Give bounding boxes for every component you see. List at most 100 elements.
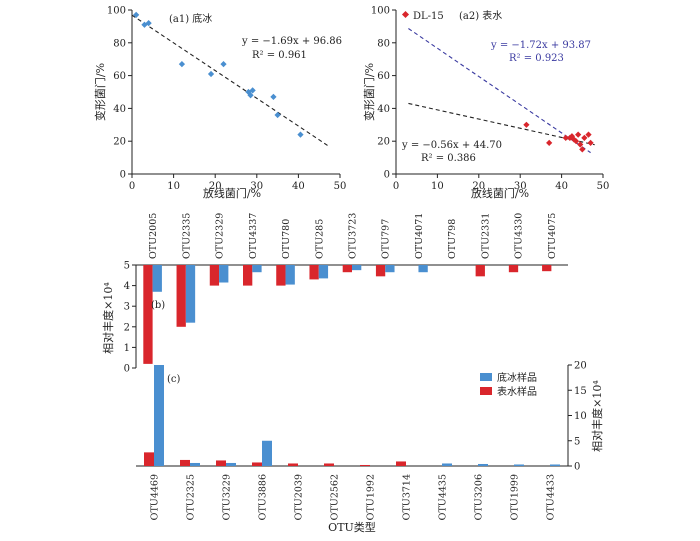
a2-point <box>587 139 594 146</box>
a1-y-tick-label: 40 <box>113 104 126 115</box>
a1-point <box>274 111 281 119</box>
b-bar-water <box>276 265 286 286</box>
c-category-labels: OTU4469 OTU2325 OTU3229 OTU3886 OTU2039 OTU25… <box>150 474 557 520</box>
a2-y-tick-label: 100 <box>371 6 390 17</box>
a1-point <box>297 131 304 138</box>
c-bar-water <box>396 461 406 466</box>
b-category-label: OTU285 <box>314 219 325 259</box>
c-category-label: OTU2039 <box>294 474 305 520</box>
b-bars <box>143 265 552 364</box>
a2-point <box>546 139 553 146</box>
panel-a1: 0 10 20 30 40 50 0 20 40 60 80 100 (a1) 底冰 y = −1.6… <box>93 6 346 201</box>
a2-x-tick-label: 10 <box>431 181 444 192</box>
b-category-label: OTU2335 <box>181 213 192 259</box>
a2-y-tick-label: 60 <box>377 71 390 82</box>
a2-fit1-equation: y = −1.72x + 93.87 <box>490 40 591 51</box>
a2-panel-label: (a2) 表水 <box>459 9 502 22</box>
b-bar-ice <box>185 265 196 323</box>
b-category-label: OTU2329 <box>215 213 226 259</box>
a2-x-tick-label: 0 <box>393 181 399 192</box>
a1-x-tick-label: 30 <box>250 181 263 192</box>
panel-b: 0 1 2 3 4 5 OTU2005 OTU2335 OTU2329 OTU4337 OTU78… <box>101 213 568 375</box>
b-ylabel: 相对丰度×10⁴ <box>101 282 115 354</box>
c-bar-water <box>216 460 226 466</box>
a2-legend-label: DL-15 <box>413 11 444 22</box>
b-bar-water <box>475 265 485 277</box>
c-bars <box>144 365 560 466</box>
a1-points <box>131 11 328 146</box>
a1-fit-line <box>131 14 328 146</box>
a2-y-tick-label: 0 <box>384 170 390 181</box>
a2-x-tick-label: 40 <box>555 181 568 192</box>
c-xlabel: OTU类型 <box>328 520 376 534</box>
a2-y-tick-label: 80 <box>377 38 390 49</box>
a1-x-tick-label: 40 <box>292 181 305 192</box>
a2-legend-marker <box>401 10 410 19</box>
c-category-label: OTU3714 <box>402 474 413 520</box>
c-panel-label: (c) <box>167 374 181 385</box>
c-axes: 0 5 10 15 20 <box>136 361 587 473</box>
c-bar-ice <box>550 464 560 466</box>
a1-point <box>178 61 186 68</box>
a1-x-tick-label: 20 <box>209 181 222 192</box>
c-category-label: OTU1999 <box>510 474 521 520</box>
c-category-label: OTU3206 <box>474 474 485 520</box>
a2-x-tick-label: 50 <box>597 181 610 192</box>
a1-point <box>249 87 256 94</box>
c-bar-ice <box>226 462 236 466</box>
c-bar-ice <box>514 464 524 466</box>
a1-point <box>247 92 254 99</box>
a2-fit-line <box>408 102 595 146</box>
b-bar-water <box>209 265 220 286</box>
b-y-tick-label: 5 <box>124 261 130 272</box>
b-category-label: OTU4075 <box>547 213 558 259</box>
b-category-label: OTU4330 <box>514 213 525 259</box>
b-bar-ice <box>285 265 295 285</box>
c-bar-water <box>144 452 154 466</box>
a2-point <box>575 131 582 138</box>
a2-fit2-r2: R² = 0.386 <box>421 153 476 164</box>
c-category-label: OTU4435 <box>438 474 449 520</box>
a2-point <box>523 121 530 128</box>
c-bar-water <box>288 463 298 466</box>
a1-fit-r2: R² = 0.961 <box>252 50 307 61</box>
c-legend-swatch-water <box>480 387 492 395</box>
c-category-label: OTU4433 <box>546 474 557 520</box>
b-category-label: OTU798 <box>447 219 458 259</box>
a2-xlabel: 放线菌门/% <box>471 186 529 200</box>
a1-y-tick-label: 60 <box>113 71 126 82</box>
c-bar-water <box>252 462 262 466</box>
b-bar-ice <box>152 265 162 292</box>
a1-y-tick-label: 0 <box>120 170 126 181</box>
c-legend-label-ice: 底冰样品 <box>497 371 537 384</box>
a2-x-tick-label: 30 <box>514 181 527 192</box>
a1-point <box>270 93 277 101</box>
c-legend-swatch-ice <box>480 373 492 381</box>
b-bar-water <box>342 265 352 273</box>
b-category-label: OTU3723 <box>348 213 359 259</box>
c-category-label: OTU1992 <box>366 474 377 520</box>
a1-y-tick-label: 20 <box>113 137 126 148</box>
b-y-tick-label: 2 <box>124 322 130 333</box>
a1-axes: 0 10 20 30 40 50 0 20 40 60 80 100 <box>107 6 346 193</box>
b-y-tick-label: 3 <box>124 302 130 313</box>
c-bar-ice <box>190 462 200 466</box>
b-category-label: OTU4337 <box>248 213 259 259</box>
b-bar-ice <box>252 265 262 273</box>
b-bar-water <box>542 265 552 272</box>
c-y-tick-label: 15 <box>574 386 587 397</box>
a2-y-tick-label: 20 <box>377 137 390 148</box>
b-category-label: OTU2005 <box>148 213 159 259</box>
a1-x-tick-label: 0 <box>129 181 135 192</box>
a1-point <box>220 61 227 68</box>
a2-y-tick-label: 40 <box>377 104 390 115</box>
b-bar-ice <box>318 265 329 279</box>
b-bar-water <box>143 265 153 364</box>
c-bar-ice <box>442 463 452 466</box>
b-panel-label: (b) <box>151 300 165 311</box>
a2-fit-line <box>408 28 591 154</box>
c-bar-ice <box>262 440 272 466</box>
b-bar-ice <box>352 265 362 271</box>
